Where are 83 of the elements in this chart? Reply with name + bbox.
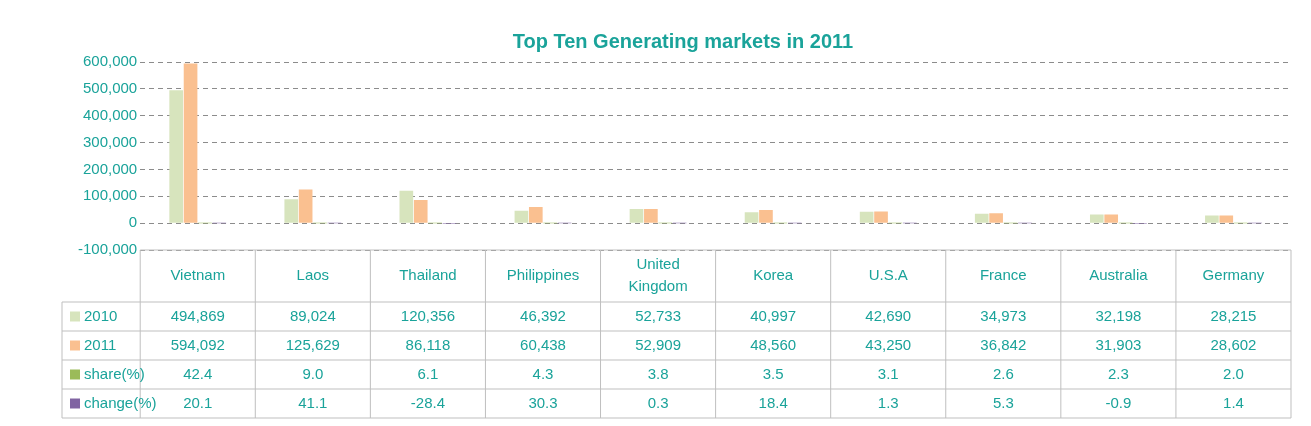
legend-label: 2010 <box>84 306 118 324</box>
x-tick-label: Korea <box>753 266 794 284</box>
bar <box>183 63 198 223</box>
data-label: 120,356 <box>400 306 456 324</box>
data-label: 3.5 <box>762 364 784 382</box>
y-tick-label: 100,000 <box>82 186 138 204</box>
y-tick-label: 300,000 <box>82 132 138 150</box>
bar <box>989 213 1003 223</box>
bar <box>744 212 759 223</box>
data-label: 34,973 <box>980 306 1027 324</box>
legend-label: 2011 <box>84 335 117 353</box>
data-label: 2.6 <box>992 364 1014 382</box>
data-label: 5.3 <box>992 393 1014 411</box>
bar <box>528 206 543 223</box>
data-label: 52,733 <box>635 306 682 324</box>
bar <box>1089 214 1104 223</box>
x-tick-label: Vietnam <box>170 266 226 284</box>
data-label: 3.1 <box>877 364 899 382</box>
bar <box>759 210 773 223</box>
x-tick-label: France <box>979 266 1027 284</box>
data-label: 42.4 <box>183 364 213 382</box>
data-label: 1.4 <box>1223 393 1244 411</box>
x-tick-label: Germany <box>1202 266 1265 284</box>
data-label: 1.3 <box>877 393 899 411</box>
data-label: 494,869 <box>170 306 225 324</box>
data-label: 52,909 <box>635 335 682 353</box>
data-label: 42,690 <box>865 306 912 324</box>
data-label: 9.0 <box>302 364 324 382</box>
bar <box>284 199 299 223</box>
y-tick-label: -100,000 <box>78 240 138 258</box>
data-label: 48,560 <box>750 335 797 353</box>
y-tick-label: 500,000 <box>82 79 138 96</box>
data-label: 86,118 <box>405 335 451 353</box>
bar <box>399 190 414 223</box>
bar <box>298 189 313 223</box>
data-label: 2.3 <box>1107 364 1129 382</box>
x-tick-label: Thailand <box>399 266 457 284</box>
data-label: 3.8 <box>647 364 669 382</box>
data-label: 60,438 <box>520 335 566 353</box>
data-label: 28,215 <box>1210 306 1257 324</box>
legend-label: change(%) <box>84 393 157 411</box>
bar <box>874 211 888 223</box>
data-label: 18.4 <box>758 393 788 411</box>
data-label: 0.3 <box>647 393 669 411</box>
bar <box>514 210 529 223</box>
y-tick-label: 200,000 <box>82 159 138 177</box>
data-label: 32,198 <box>1095 306 1142 324</box>
data-label: 41.1 <box>298 393 328 411</box>
bar <box>644 208 658 223</box>
data-label: 2.0 <box>1223 364 1244 382</box>
bar <box>413 200 428 223</box>
data-label: 36,842 <box>980 335 1027 353</box>
data-label: 6.1 <box>417 364 439 382</box>
data-label: 43,250 <box>865 335 912 353</box>
data-label: 46,392 <box>520 306 566 324</box>
bar <box>1104 214 1119 223</box>
data-label: 594,092 <box>170 335 225 353</box>
x-tick-label: U.S.A <box>868 266 908 284</box>
data-label: 89,024 <box>289 306 336 324</box>
data-label: 31,903 <box>1095 335 1142 353</box>
y-tick-label: 0 <box>128 213 138 231</box>
x-tick-label: Laos <box>296 266 330 284</box>
bar <box>629 208 644 223</box>
data-label: 30.3 <box>528 393 558 411</box>
x-tick-label: Australia <box>1089 266 1149 284</box>
bar <box>859 211 874 223</box>
data-label: -28.4 <box>410 393 446 411</box>
legend-label: share(%) <box>84 364 145 382</box>
y-tick-label: 600,000 <box>82 52 138 70</box>
y-tick-label: 400,000 <box>82 105 138 123</box>
data-label: 40,997 <box>750 306 797 324</box>
bar <box>1219 215 1234 223</box>
x-tick-label: Philippines <box>506 266 580 284</box>
bar <box>1205 215 1219 223</box>
chart-title: Top Ten Generating markets in 2011 <box>512 29 854 52</box>
bar <box>169 90 184 223</box>
bar <box>974 213 989 223</box>
x-tick-label: United Kingdom <box>628 255 688 295</box>
data-label: 28,602 <box>1210 335 1257 353</box>
data-label: 4.3 <box>532 364 554 382</box>
data-label: 20.1 <box>183 393 213 411</box>
data-label: -0.9 <box>1105 393 1132 411</box>
data-label: 125,629 <box>285 335 340 353</box>
